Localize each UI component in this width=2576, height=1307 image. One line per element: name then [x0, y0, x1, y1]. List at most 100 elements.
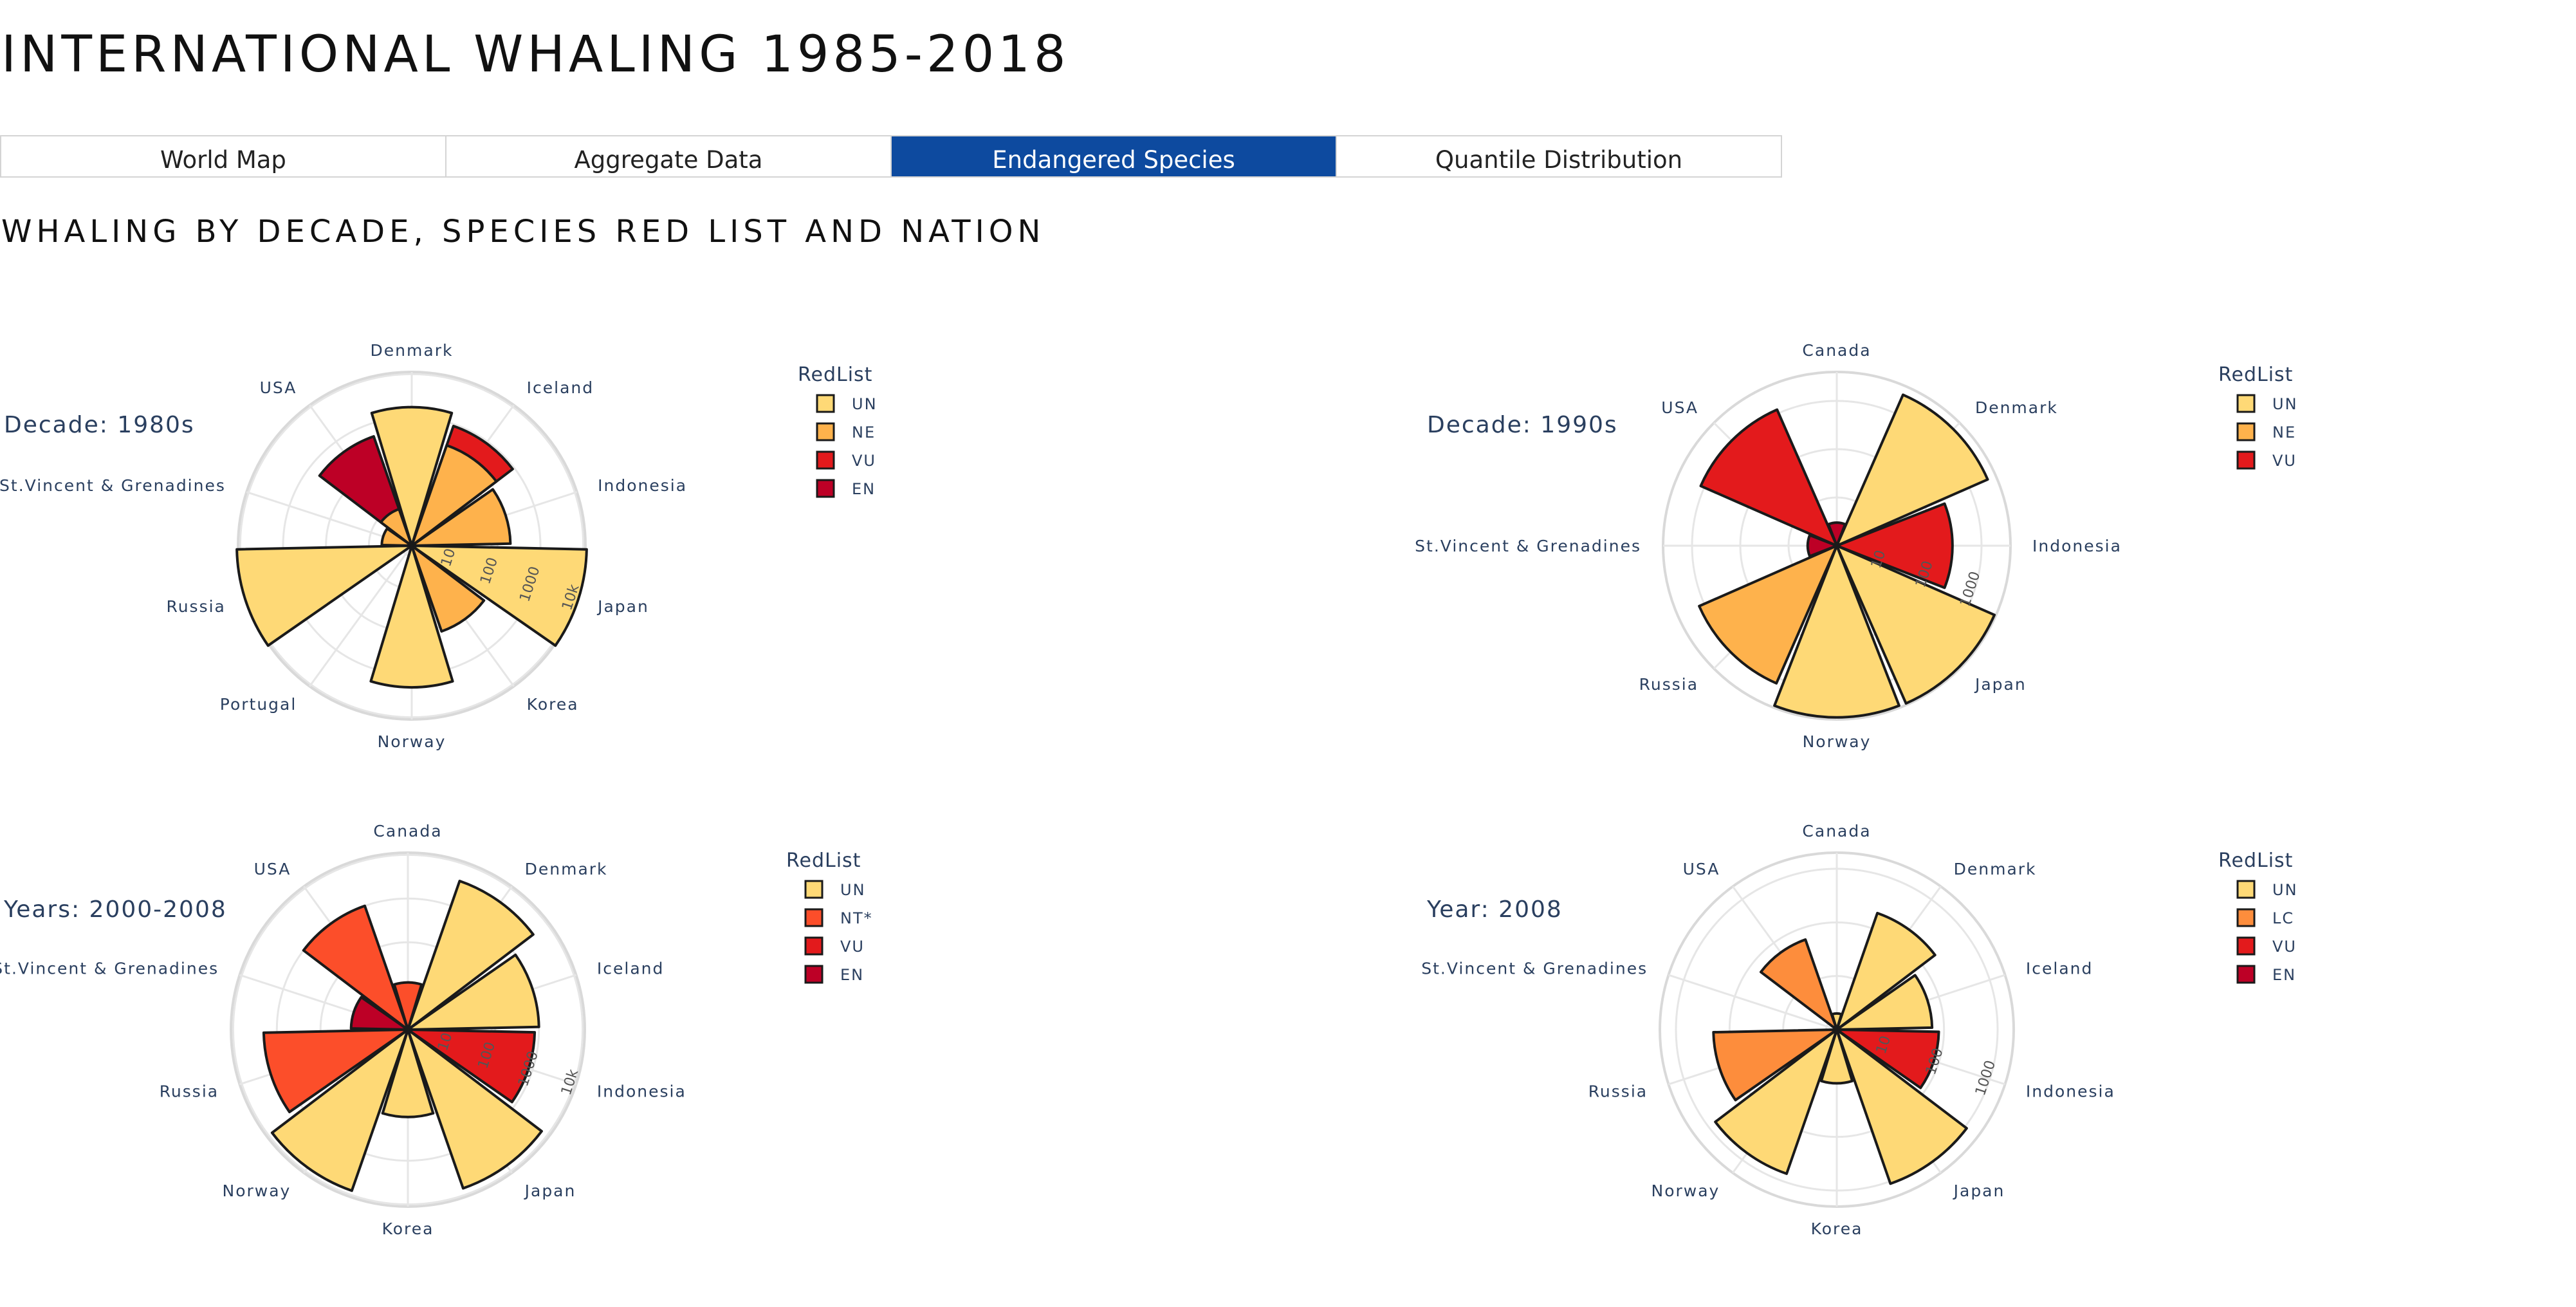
category-label-korea: Korea — [527, 695, 579, 714]
category-label-korea: Korea — [1811, 1219, 1863, 1238]
legend-item-lc: LC — [2272, 909, 2294, 927]
legend-item-vu: VU — [2272, 452, 2297, 470]
category-label-norway: Norway — [1651, 1182, 1720, 1200]
category-label-usa: USA — [1661, 398, 1698, 417]
legend-item-en: EN — [2272, 966, 2296, 984]
category-label-st-vincent-grenadines: St.Vincent & Grenadines — [1421, 959, 1648, 978]
legend-swatch-en — [2236, 965, 2256, 984]
bar-st-vincent-grenadines-en — [349, 996, 409, 1031]
bar-usa-nt — [302, 904, 409, 1031]
legend-title: RedList — [798, 364, 872, 386]
legend-item-en: EN — [852, 480, 876, 498]
bar-denmark-un — [407, 880, 535, 1031]
legend-title: RedList — [786, 849, 861, 872]
legend-item-un: UN — [2272, 395, 2298, 413]
bar-norway-un — [1714, 1028, 1838, 1175]
bar-russia-ne — [1698, 544, 1838, 685]
bar-usa-ne — [380, 508, 413, 547]
legend-swatch-vu — [2236, 936, 2256, 956]
angular-gridline — [309, 545, 413, 687]
bar-korea-un — [1819, 1028, 1854, 1085]
bar-canada-nt — [392, 981, 423, 1031]
section-heading: WHALING BY DECADE, SPECIES RED LIST AND … — [1, 214, 1045, 250]
legend-item-ne: NE — [2272, 423, 2296, 441]
category-label-portugal: Portugal — [220, 695, 297, 714]
bar-usa-vu — [1699, 408, 1838, 547]
category-label-japan: Japan — [524, 1182, 576, 1200]
category-label-norway: Norway — [223, 1182, 291, 1200]
bar-usa-lc — [1759, 938, 1838, 1031]
category-label-japan: Japan — [1953, 1182, 2005, 1200]
bar-norway-un — [270, 1028, 409, 1192]
category-label-usa: USA — [1683, 860, 1720, 878]
legend: RedList UN LC VU EN — [2218, 849, 2298, 984]
tab-quantile-distribution[interactable]: Quantile Distribution — [1337, 136, 1781, 176]
legend-title: RedList — [2218, 849, 2293, 872]
legend-swatch-vu — [2236, 450, 2256, 470]
category-label-iceland: Iceland — [597, 959, 664, 978]
bar-japan-un — [1835, 544, 1996, 705]
bar-japan-un — [1835, 1028, 1968, 1185]
category-label-usa: USA — [260, 378, 297, 397]
bar-denmark-un — [370, 405, 454, 547]
bar-indonesia-vu — [1835, 1028, 1940, 1089]
category-label-russia: Russia — [1639, 675, 1698, 694]
legend: RedList UN NE VU EN — [798, 364, 878, 498]
chart-label: Decade: 1990s — [1427, 412, 1618, 438]
legend-swatch-un — [2236, 880, 2256, 899]
bar-denmark-un — [1835, 911, 1937, 1031]
category-label-denmark: Denmark — [1954, 860, 2037, 878]
chart-label: Years: 2000-2008 — [3, 896, 227, 923]
polar-chart-2: 10 100 1000CanadaDenmarkIndonesiaJapanNorw… — [1415, 341, 2298, 751]
angular-gridline — [1668, 974, 1837, 1031]
legend-item-un: UN — [840, 881, 866, 899]
legend-title: RedList — [2218, 364, 2293, 386]
tab-world-map[interactable]: World Map — [1, 136, 446, 176]
legend-swatch-un — [804, 880, 823, 899]
radial-tick-label: 1000 — [1957, 570, 1983, 609]
category-label-canada: Canada — [1802, 822, 1871, 840]
radial-tick-label: 10k — [558, 1067, 582, 1097]
category-label-norway: Norway — [1803, 732, 1872, 751]
category-label-st-vincent-grenadines: St.Vincent & Grenadines — [0, 959, 219, 978]
bar-indonesia-ne — [410, 488, 512, 547]
bar-iceland-ne — [410, 444, 498, 547]
category-label-japan: Japan — [1974, 675, 2027, 694]
legend-swatch-un — [816, 394, 835, 413]
bar-russia-nt — [262, 1028, 409, 1113]
legend-item-nt: NT* — [840, 909, 873, 927]
legend: RedList UN NT* VU EN — [786, 849, 873, 984]
tab-aggregate-data[interactable]: Aggregate Data — [446, 136, 892, 176]
legend-swatch-vu — [816, 450, 835, 470]
category-label-indonesia: Indonesia — [2026, 1082, 2115, 1100]
legend-item-vu: VU — [2272, 938, 2297, 956]
category-label-denmark: Denmark — [371, 341, 454, 360]
category-label-russia: Russia — [1588, 1082, 1648, 1100]
bar-japan-un — [407, 1028, 543, 1190]
legend-item-un: UN — [2272, 881, 2298, 899]
chart-label: Decade: 1980s — [4, 412, 195, 438]
legend-swatch-un — [2236, 394, 2256, 413]
tab-endangered-species[interactable]: Endangered Species — [892, 136, 1337, 176]
legend-swatch-vu — [804, 936, 823, 956]
bar-norway-un — [369, 544, 454, 689]
category-label-korea: Korea — [382, 1219, 434, 1238]
legend-item-un: UN — [852, 395, 878, 413]
category-label-indonesia: Indonesia — [2032, 537, 2122, 555]
category-label-canada: Canada — [1802, 341, 1871, 360]
legend-item-en: EN — [840, 966, 864, 984]
bar-russia-un — [235, 544, 413, 647]
category-label-denmark: Denmark — [525, 860, 608, 878]
category-label-russia: Russia — [160, 1082, 219, 1100]
bar-korea-ne — [410, 544, 486, 633]
category-label-indonesia: Indonesia — [598, 476, 687, 495]
legend-item-vu: VU — [852, 452, 876, 470]
category-label-indonesia: Indonesia — [597, 1082, 686, 1100]
polar-chart-3: 10 100 1000 10kCanadaDenmarkIcelandIndonesi… — [0, 822, 873, 1238]
bar-korea-un — [381, 1028, 435, 1118]
bar-iceland-un — [1835, 974, 1934, 1031]
legend: RedList UN NE VU — [2218, 364, 2298, 470]
legend-swatch-ne — [2236, 422, 2256, 441]
